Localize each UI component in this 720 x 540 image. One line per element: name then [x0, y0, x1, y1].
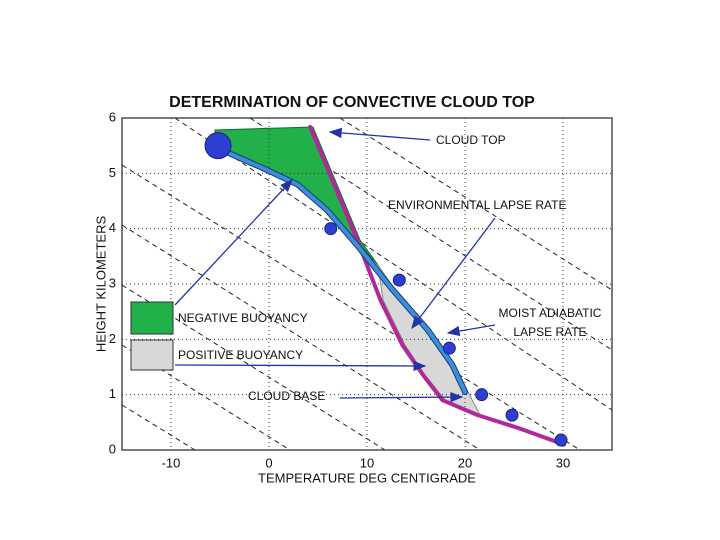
legend-label: POSITIVE BUOYANCY [178, 348, 303, 362]
y-tick-label: 0 [109, 441, 116, 456]
arrows [174, 127, 496, 403]
annotation: CLOUD TOP [436, 133, 506, 147]
dry-adiabats [121, 117, 613, 451]
x-tick-label: 10 [360, 455, 374, 470]
x-tick-label: 30 [556, 455, 570, 470]
legend-swatch [130, 339, 174, 371]
series-label: MOIST ADIABATIC LAPSE RATE [498, 306, 602, 339]
marker [204, 132, 232, 160]
legend-swatch [130, 301, 174, 335]
y-tick-label: 5 [109, 165, 116, 180]
chart-title: DETERMINATION OF CONVECTIVE CLOUD TOP [169, 94, 535, 111]
y-axis-label: HEIGHT KILOMETERS [93, 216, 108, 353]
x-tick-label: -10 [162, 455, 181, 470]
x-axis-label: TEMPERATURE DEG CENTIGRADE [258, 470, 476, 485]
legend-label: NEGATIVE BUOYANCY [178, 311, 308, 325]
y-tick-label: 2 [109, 331, 116, 346]
marker [324, 222, 338, 236]
marker [475, 388, 489, 402]
marker [442, 341, 456, 355]
series-label: ENVIRONMENTAL LAPSE RATE [388, 198, 566, 212]
y-tick-label: 3 [109, 275, 116, 290]
marker [392, 273, 406, 287]
series-line [308, 124, 566, 447]
y-tick-label: 4 [109, 220, 116, 235]
marker [554, 433, 568, 447]
x-tick-label: 0 [265, 455, 272, 470]
series-line [210, 143, 467, 394]
annotation: CLOUD BASE [248, 389, 325, 403]
marker [505, 408, 519, 422]
y-tick-label: 1 [109, 386, 116, 401]
y-tick-label: 6 [109, 109, 116, 124]
x-tick-label: 20 [458, 455, 472, 470]
